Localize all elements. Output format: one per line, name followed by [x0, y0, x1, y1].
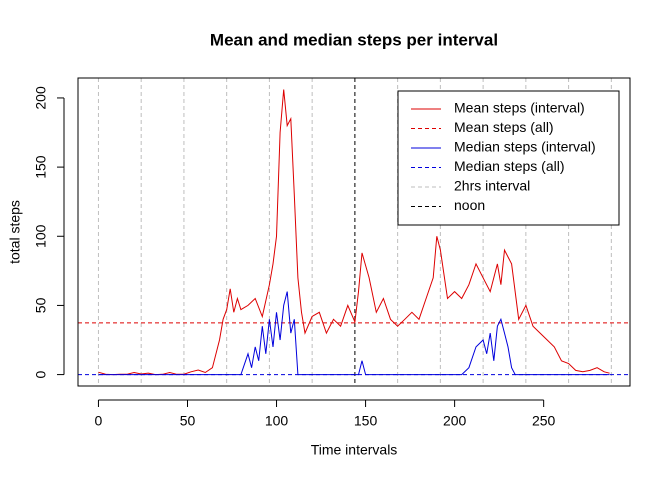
x-tick-label: 0 — [95, 413, 103, 429]
x-tick-label: 50 — [180, 413, 196, 429]
plot-frame — [77, 77, 631, 387]
legend-label: 2hrs interval — [454, 178, 530, 194]
x-tick-label: 150 — [354, 413, 378, 429]
data-line — [98, 291, 610, 376]
y-tick-label: 50 — [33, 297, 49, 313]
legend-label: Median steps (all) — [454, 158, 565, 174]
chart-title: Mean and median steps per interval — [210, 30, 498, 49]
y-tick-label: 100 — [33, 224, 49, 248]
legend-box — [397, 90, 620, 226]
y-tick-label: 0 — [33, 370, 49, 378]
y-axis-label: total steps — [7, 200, 23, 264]
legend-label: Mean steps (interval) — [454, 100, 585, 116]
y-tick-label: 150 — [33, 155, 49, 179]
legend-label: noon — [454, 197, 485, 213]
data-line — [98, 89, 610, 376]
x-tick-label: 250 — [532, 413, 556, 429]
y-tick-label: 200 — [33, 86, 49, 110]
legend-label: Median steps (interval) — [454, 139, 596, 155]
x-tick-label: 200 — [443, 413, 467, 429]
x-axis-label: Time intervals — [311, 442, 398, 458]
legend-label: Mean steps (all) — [454, 119, 554, 135]
x-tick-label: 100 — [265, 413, 289, 429]
